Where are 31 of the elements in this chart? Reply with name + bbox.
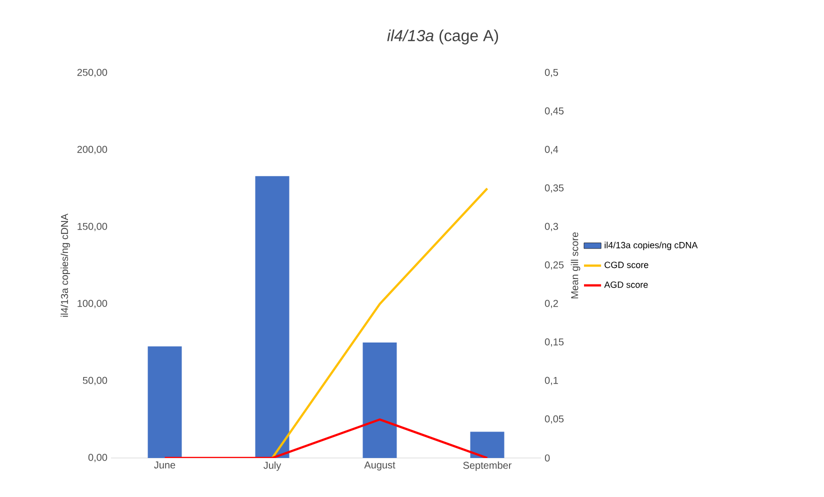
legend-label: il4/13a copies/ng cDNA xyxy=(604,242,698,250)
y2-tick-label: 0,5 xyxy=(544,68,558,78)
y-tick-label: 150,00 xyxy=(78,222,108,232)
x-tick-label: August xyxy=(364,462,396,470)
chart-title: il4/13a (cage A) xyxy=(387,30,498,44)
legend-label: AGD score xyxy=(604,281,648,288)
bar xyxy=(470,432,504,458)
y2-tick-label: 0,45 xyxy=(544,107,564,116)
y2-axis-title: Mean gill score xyxy=(570,232,580,298)
x-tick-label: September xyxy=(463,462,512,471)
y2-tick-label: 0,05 xyxy=(544,415,564,424)
y2-tick-label: 0,4 xyxy=(544,146,558,154)
y2-tick-label: 0,2 xyxy=(544,300,558,308)
bar xyxy=(362,342,397,458)
bar xyxy=(148,346,182,458)
y2-tick-label: 0,25 xyxy=(544,261,564,270)
y2-tick-label: 0,15 xyxy=(544,338,564,347)
y-tick-label: 100,00 xyxy=(78,300,108,308)
x-tick-label: July xyxy=(264,462,282,471)
y-axis-title: il4/13a copies/ng cDNA xyxy=(60,214,70,317)
y-tick-label: 50,00 xyxy=(82,376,108,386)
y2-tick-label: 0,3 xyxy=(544,222,558,232)
y2-tick-label: 0,35 xyxy=(544,184,564,193)
y-tick-label: 0,00 xyxy=(88,454,108,462)
legend-label: CGD score xyxy=(604,262,648,268)
y2-tick-label: 0,1 xyxy=(544,376,558,386)
y-tick-label: 250,00 xyxy=(77,68,108,78)
y-tick-label: 200,00 xyxy=(77,146,108,154)
x-tick-label: June xyxy=(154,462,176,468)
y2-tick-label: 0 xyxy=(544,454,550,462)
bar xyxy=(255,176,290,458)
